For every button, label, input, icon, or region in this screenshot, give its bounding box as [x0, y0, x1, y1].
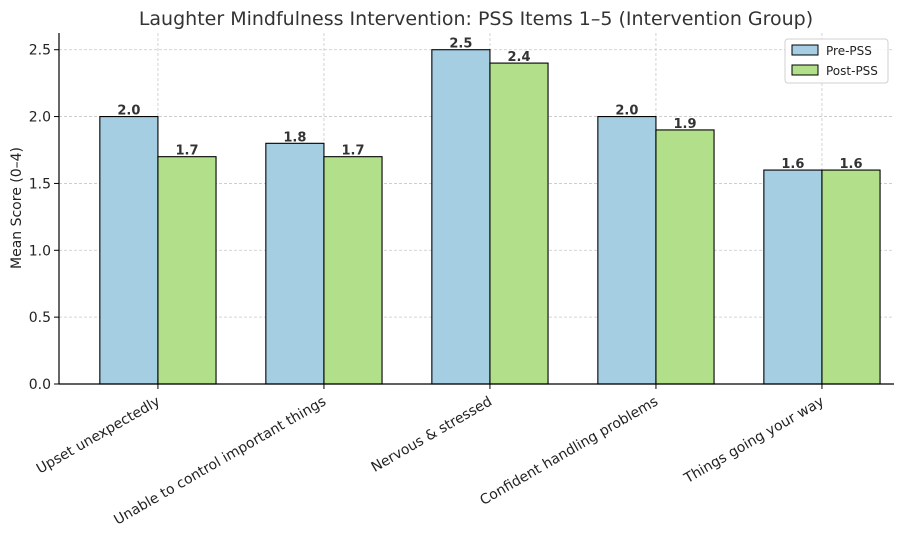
legend-label: Post-PSS	[826, 64, 878, 78]
data-label: 1.9	[673, 117, 696, 132]
x-tick-label: Confident handling problems	[477, 394, 661, 509]
y-tick-label: 1.5	[29, 176, 51, 192]
y-tick-label: 2.5	[29, 43, 51, 59]
y-tick-label: 0.0	[29, 377, 51, 393]
data-label: 1.8	[283, 130, 306, 145]
y-tick-label: 1.0	[29, 243, 51, 259]
data-label: 1.6	[781, 157, 804, 172]
data-label: 1.7	[341, 144, 364, 159]
legend: Pre-PSS Post-PSS	[784, 38, 889, 84]
legend-swatch	[791, 64, 819, 76]
data-labels: 2.0 1.7 1.8 1.7 2.5 2.4 2.0 1.9 1.6 1.6	[117, 37, 862, 172]
data-label: 1.7	[175, 144, 198, 159]
data-label: 1.6	[839, 157, 862, 172]
y-tick-label: 2.0	[29, 110, 51, 126]
bar-post-pss-2	[323, 156, 383, 385]
x-tick-label: Things going your way	[681, 394, 827, 488]
bar-post-pss-1	[157, 156, 217, 385]
bar-post-pss-5	[821, 169, 881, 385]
data-label: 2.4	[507, 50, 530, 65]
chart-title: Laughter Mindfulness Intervention: PSS I…	[139, 8, 813, 30]
x-tick-label: Upset unexpectedly	[34, 394, 163, 478]
data-label: 2.0	[615, 104, 638, 119]
bar-pre-pss-1	[99, 116, 159, 385]
data-label: 2.5	[449, 37, 472, 52]
legend-label: Pre-PSS	[826, 44, 872, 58]
y-tick-labels: 0.0 0.5 1.0 1.5 2.0 2.5	[29, 43, 51, 393]
bar-pre-pss-4	[597, 116, 657, 385]
y-axis-label: Mean Score (0–4)	[9, 147, 25, 269]
y-tick-label: 0.5	[29, 310, 51, 326]
bar-post-pss-4	[655, 129, 715, 385]
bars	[99, 49, 881, 385]
bar-post-pss-3	[489, 62, 549, 385]
bar-pre-pss-3	[431, 49, 491, 385]
bar-pre-pss-5	[763, 169, 823, 385]
x-tick-label: Nervous & stressed	[369, 394, 495, 476]
axes	[54, 33, 894, 389]
legend-swatch	[791, 44, 819, 56]
data-label: 2.0	[117, 104, 140, 119]
bar-pre-pss-2	[265, 142, 325, 385]
